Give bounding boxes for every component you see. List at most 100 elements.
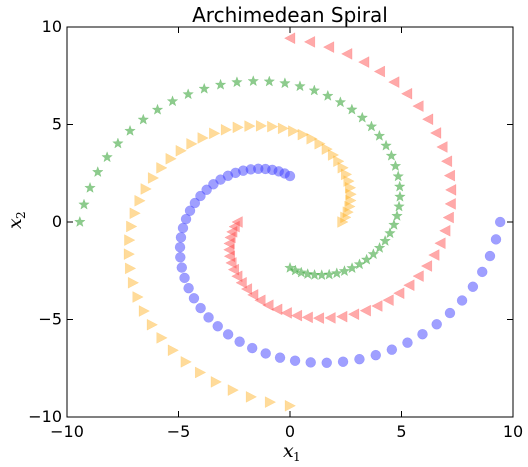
data-point-star (384, 227, 396, 239)
data-point-triangle-right (264, 396, 277, 409)
data-point-triangle-left (228, 220, 240, 233)
data-point-circle (208, 179, 219, 190)
x-tick-label: 0 (285, 422, 295, 441)
data-point-triangle-left (382, 294, 394, 307)
data-point-star (334, 96, 347, 108)
data-point-triangle-right (314, 137, 326, 150)
data-point-triangle-right (210, 376, 222, 388)
data-point-circle (174, 241, 186, 253)
data-point-triangle-left (421, 113, 434, 126)
data-point-star (373, 241, 386, 254)
series-triangle-left (223, 32, 457, 325)
data-point-star (263, 75, 276, 87)
data-point-triangle-left (347, 308, 360, 321)
y-tick-label: 10 (42, 17, 62, 36)
data-point-triangle-right (343, 175, 355, 187)
data-point-triangle-left (359, 304, 371, 317)
data-point-triangle-right (245, 390, 258, 403)
data-point-star (321, 89, 334, 101)
data-point-triangle-left (223, 243, 235, 256)
data-point-triangle-left (290, 309, 303, 322)
x-axis-label: x 1 (283, 440, 301, 464)
data-point-triangle-left (420, 260, 433, 272)
data-point-circle (476, 266, 488, 278)
series-star (73, 75, 406, 281)
data-point-star (112, 137, 124, 149)
plot-area (66, 26, 514, 418)
ticks-layer (66, 26, 514, 418)
x-tick-label: 10 (503, 422, 523, 441)
data-point-star (308, 84, 321, 96)
data-point-circle (305, 357, 316, 368)
data-point-star (182, 88, 195, 100)
data-point-circle (195, 302, 206, 314)
data-point-star (380, 139, 392, 151)
data-point-triangle-right (123, 248, 136, 261)
data-point-triangle-left (400, 87, 413, 100)
data-point-circle (490, 234, 502, 245)
data-point-star (353, 258, 366, 270)
data-point-triangle-left (434, 237, 446, 250)
data-point-triangle-right (147, 172, 160, 184)
data-point-triangle-right (344, 200, 356, 213)
data-point-circle (337, 356, 349, 367)
data-point-circle (444, 307, 456, 319)
data-point-circle (184, 205, 196, 216)
data-point-triangle-left (231, 216, 243, 228)
data-point-circle (431, 319, 442, 330)
data-point-triangle-right (345, 194, 357, 207)
data-point-triangle-left (373, 65, 386, 78)
data-point-circle (484, 250, 496, 262)
data-point-triangle-right (124, 262, 137, 275)
data-point-star (91, 165, 104, 178)
x-tick-labels: −10 −5 0 5 10 (50, 422, 523, 441)
data-point-triangle-left (262, 299, 274, 312)
data-point-triangle-right (140, 183, 152, 195)
data-point-triangle-right (340, 168, 353, 181)
data-point-triangle-right (197, 132, 209, 144)
data-point-star (231, 76, 243, 88)
data-point-triangle-right (244, 120, 256, 132)
data-point-circle (370, 349, 382, 361)
data-point-triangle-right (306, 132, 318, 145)
data-point-triangle-right (321, 143, 333, 156)
data-point-star (289, 264, 302, 276)
data-point-star (379, 234, 392, 247)
data-point-circle (274, 352, 286, 363)
data-point-triangle-right (220, 123, 233, 136)
data-point-star (346, 261, 358, 274)
data-point-star (78, 198, 90, 210)
data-point-circle (212, 320, 223, 332)
data-point-circle (183, 282, 194, 294)
data-point-triangle-left (226, 225, 238, 238)
series-circle (174, 163, 506, 369)
x-tick-label: −10 (50, 422, 84, 441)
data-point-triangle-left (439, 224, 451, 237)
data-point-triangle-left (412, 100, 424, 113)
data-point-star (392, 170, 405, 182)
data-point-star (330, 267, 343, 279)
data-point-star (389, 159, 402, 172)
x-axis-label-main: x (283, 440, 294, 462)
data-point-triangle-left (303, 35, 316, 48)
data-point-star (198, 82, 211, 94)
data-point-triangle-left (235, 276, 247, 289)
data-point-triangle-right (344, 181, 357, 194)
data-point-triangle-right (138, 305, 151, 317)
data-point-triangle-right (134, 194, 146, 207)
data-point-triangle-right (209, 127, 221, 140)
plot-frame (66, 26, 514, 418)
data-point-star (345, 103, 358, 115)
series-triangle-right (123, 119, 357, 412)
data-point-triangle-right (297, 128, 309, 141)
data-point-circle (321, 357, 332, 369)
data-point-circle (203, 312, 214, 323)
data-point-triangle-right (340, 211, 352, 224)
data-point-circle (386, 344, 398, 355)
data-point-circle (177, 222, 189, 234)
data-point-star (295, 266, 308, 278)
data-point-triangle-right (132, 291, 144, 303)
data-point-triangle-right (124, 234, 136, 247)
data-point-star (385, 149, 398, 161)
data-point-triangle-right (194, 366, 207, 379)
